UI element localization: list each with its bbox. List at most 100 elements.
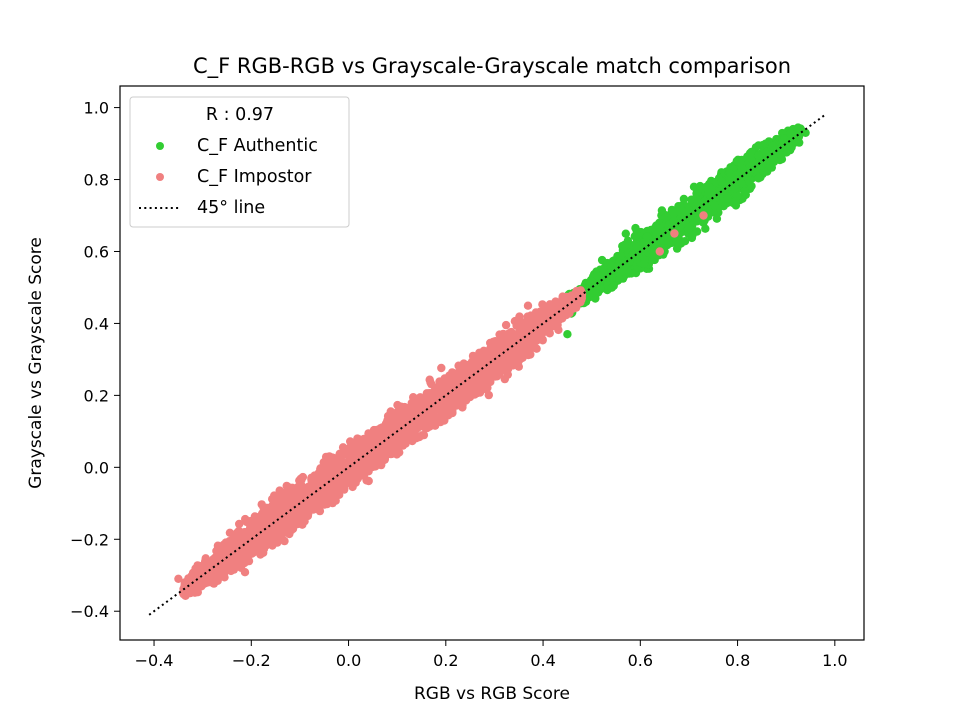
impostor-point bbox=[500, 374, 509, 384]
impostor-point bbox=[409, 393, 418, 402]
impostor-point bbox=[377, 460, 386, 470]
impostor-point bbox=[304, 509, 313, 518]
impostor-point bbox=[408, 436, 417, 446]
impostor-point bbox=[298, 472, 308, 482]
authentic-point bbox=[712, 214, 722, 223]
authentic-point bbox=[680, 237, 690, 246]
impostor-point bbox=[244, 556, 254, 566]
authentic-point bbox=[801, 128, 810, 137]
impostor-point bbox=[346, 437, 355, 446]
authentic-point bbox=[701, 224, 710, 233]
impostor-point bbox=[392, 442, 401, 451]
impostor-point bbox=[213, 541, 223, 550]
chart-title: C_F RGB-RGB vs Grayscale-Grayscale match… bbox=[193, 54, 791, 79]
impostor-point bbox=[303, 498, 312, 507]
authentic-point bbox=[754, 174, 763, 183]
impostor-point bbox=[319, 495, 328, 504]
authentic-point bbox=[795, 131, 804, 140]
authentic-point bbox=[607, 283, 616, 292]
authentic-point bbox=[688, 230, 697, 240]
impostor-point bbox=[484, 346, 493, 355]
authentic-point bbox=[723, 194, 732, 203]
authentic-point bbox=[616, 251, 625, 260]
impostor-point bbox=[406, 421, 416, 430]
impostor-point bbox=[193, 588, 202, 597]
authentic-point bbox=[786, 129, 795, 138]
impostor-point bbox=[353, 434, 362, 443]
impostor-point bbox=[321, 452, 331, 462]
impostor-point bbox=[320, 471, 330, 480]
authentic-point bbox=[763, 156, 773, 165]
authentic-point bbox=[710, 201, 719, 211]
impostor-point bbox=[352, 441, 361, 450]
impostor-point bbox=[329, 471, 338, 480]
authentic-point bbox=[743, 173, 752, 182]
impostor-point bbox=[304, 482, 314, 492]
authentic-point bbox=[648, 246, 658, 256]
impostor-point bbox=[384, 447, 393, 456]
impostor-point bbox=[200, 562, 209, 571]
impostor-point bbox=[336, 464, 346, 473]
authentic-point bbox=[653, 237, 662, 246]
impostor-point bbox=[353, 474, 362, 483]
impostor-point bbox=[270, 491, 279, 500]
authentic-point bbox=[685, 223, 694, 232]
authentic-point bbox=[717, 177, 726, 186]
authentic-point bbox=[684, 206, 694, 215]
impostor-point bbox=[415, 432, 424, 442]
authentic-point bbox=[669, 216, 678, 225]
authentic-point bbox=[731, 184, 740, 193]
authentic-point bbox=[620, 240, 629, 250]
impostor-point bbox=[372, 449, 381, 458]
authentic-point bbox=[751, 160, 760, 169]
impostor-point bbox=[360, 459, 369, 469]
authentic-point bbox=[613, 261, 623, 270]
authentic-point bbox=[639, 259, 649, 268]
authentic-point bbox=[736, 178, 746, 188]
authentic-point bbox=[777, 151, 786, 160]
authentic-point bbox=[621, 229, 630, 238]
impostor-point bbox=[462, 389, 471, 399]
authentic-point bbox=[679, 194, 689, 204]
authentic-point bbox=[630, 232, 639, 241]
impostor-point bbox=[440, 416, 449, 425]
impostor-point bbox=[475, 388, 485, 397]
impostor-point bbox=[508, 337, 517, 346]
impostor-point bbox=[293, 483, 302, 492]
impostor-point bbox=[268, 541, 277, 550]
impostor-point bbox=[364, 476, 373, 486]
scatter-points bbox=[174, 123, 810, 600]
authentic-point bbox=[747, 147, 756, 157]
authentic-point bbox=[607, 262, 616, 271]
authentic-point bbox=[767, 163, 776, 172]
impostor-point bbox=[235, 519, 244, 529]
impostor-point bbox=[383, 415, 392, 425]
authentic-point bbox=[737, 164, 747, 173]
authentic-point bbox=[708, 191, 718, 200]
authentic-point bbox=[615, 275, 624, 284]
authentic-point bbox=[623, 268, 633, 277]
impostor-point bbox=[554, 325, 563, 335]
authentic-point bbox=[754, 151, 763, 160]
authentic-point bbox=[664, 238, 673, 248]
impostor-point bbox=[497, 362, 506, 371]
impostor-point bbox=[437, 363, 446, 373]
authentic-point bbox=[768, 141, 778, 151]
impostor-point bbox=[495, 368, 504, 378]
authentic-point bbox=[740, 187, 749, 196]
impostor-point bbox=[523, 301, 533, 310]
impostor-point bbox=[448, 406, 457, 415]
authentic-point bbox=[700, 197, 709, 206]
impostor-point bbox=[398, 425, 407, 434]
impostor-point bbox=[499, 329, 508, 339]
impostor-point bbox=[448, 390, 458, 399]
impostor-point bbox=[241, 514, 250, 524]
impostor-point bbox=[349, 450, 359, 460]
authentic-point bbox=[642, 232, 652, 241]
authentic-point bbox=[563, 330, 572, 339]
impostor-point bbox=[377, 436, 386, 446]
authentic-point bbox=[693, 198, 702, 207]
authentic-point bbox=[795, 138, 804, 147]
impostor-point bbox=[232, 528, 242, 538]
